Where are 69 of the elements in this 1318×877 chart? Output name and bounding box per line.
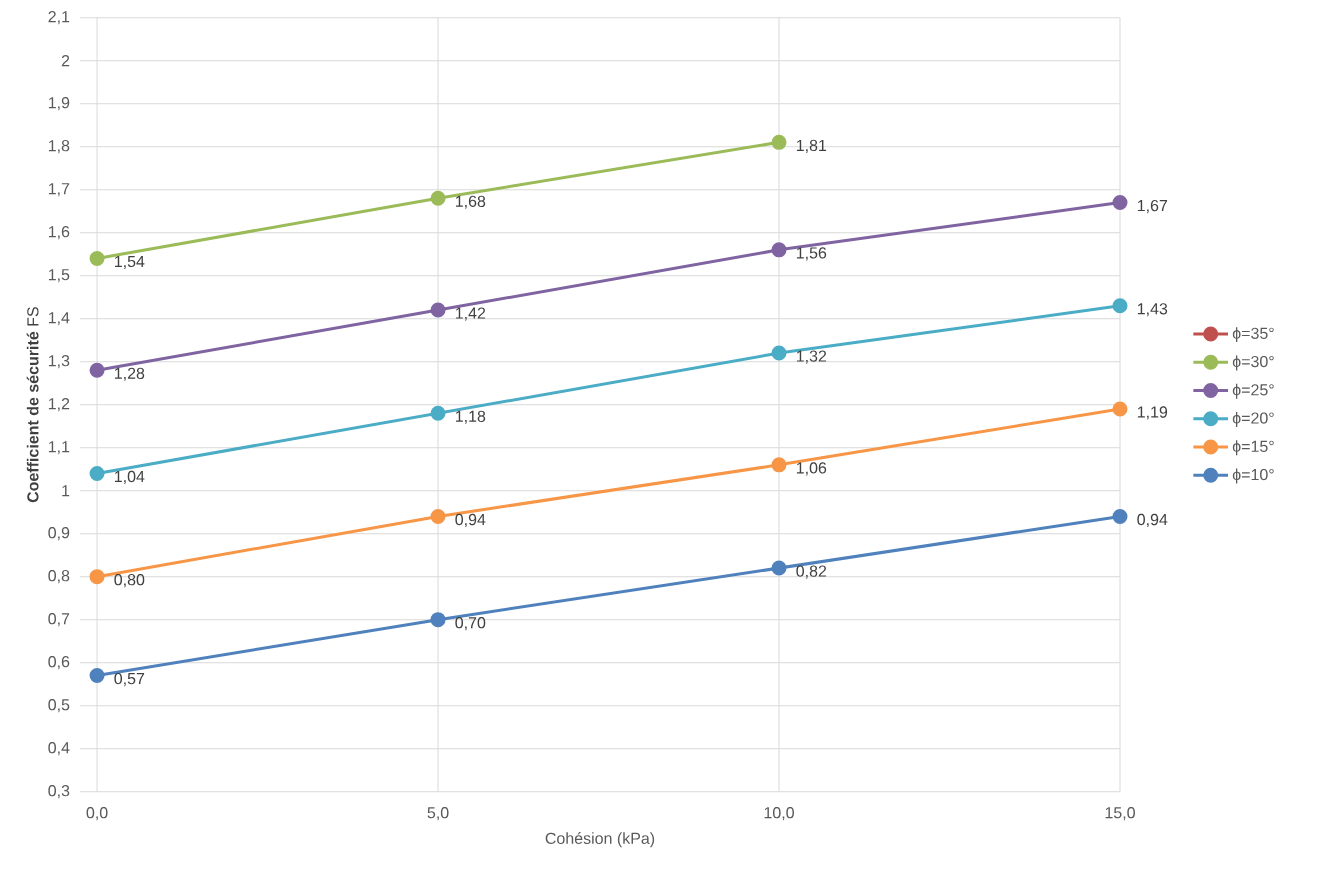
data-label: 1,81 xyxy=(796,139,827,153)
point xyxy=(771,345,787,361)
point xyxy=(89,668,105,684)
x-tick-label: 0,0 xyxy=(86,807,108,821)
data-label: 0,57 xyxy=(114,672,145,687)
data-label: 1,28 xyxy=(114,367,145,381)
y-tick-label: 2 xyxy=(61,55,70,67)
y-tick-label: 0,8 xyxy=(48,570,70,584)
data-label: 0,94 xyxy=(455,513,486,528)
y-axis-title: Coefficient de sécurité FS xyxy=(26,307,39,503)
data-label: 0,82 xyxy=(796,565,827,579)
data-label: 1,43 xyxy=(1137,303,1168,317)
data-label: 0,70 xyxy=(455,617,486,631)
y-tick-label: 0,5 xyxy=(48,699,70,713)
data-label: 1,54 xyxy=(114,255,145,269)
data-label: 1,56 xyxy=(796,247,827,261)
point xyxy=(89,465,105,481)
point xyxy=(1112,401,1128,417)
y-tick-label: 1,7 xyxy=(48,183,70,197)
data-label: 1,19 xyxy=(1137,406,1168,420)
data-label: 0,94 xyxy=(1137,513,1168,528)
legend-label: ϕ=20° xyxy=(1232,411,1274,427)
point xyxy=(89,569,105,585)
point xyxy=(430,612,446,628)
point xyxy=(89,362,105,378)
point xyxy=(1112,195,1128,211)
point xyxy=(771,560,787,576)
y-tick-label: 0,7 xyxy=(48,613,70,627)
point xyxy=(89,250,105,266)
y-tick-label: 1,9 xyxy=(48,97,70,111)
y-tick-label: 1 xyxy=(62,485,70,497)
data-label: 1,06 xyxy=(796,462,827,476)
y-tick-label: 1,5 xyxy=(48,269,70,283)
point xyxy=(1112,508,1128,524)
legend-label: ϕ=30° xyxy=(1232,355,1274,371)
legend-label: ϕ=10° xyxy=(1232,468,1274,484)
data-label: 1,68 xyxy=(455,195,486,209)
point xyxy=(771,134,787,150)
data-label: 1,18 xyxy=(455,410,486,424)
point xyxy=(771,457,787,473)
x-tick-label: 10,0 xyxy=(764,807,794,821)
x-tick-label: 5,0 xyxy=(427,807,449,821)
data-label: 1,04 xyxy=(114,470,145,485)
y-tick-label: 0,9 xyxy=(48,527,70,541)
y-tick-label: 1,2 xyxy=(48,398,70,412)
y-tick-label: 1,3 xyxy=(48,355,70,369)
point xyxy=(430,302,446,318)
point xyxy=(1112,298,1128,314)
point xyxy=(430,405,446,421)
data-label: 0,80 xyxy=(114,574,145,588)
legend-label: ϕ=35° xyxy=(1232,327,1274,343)
data-label: 1,32 xyxy=(796,350,827,364)
x-axis-title: Cohésion (kPa) xyxy=(545,832,655,848)
legend-label: ϕ=25° xyxy=(1232,383,1274,399)
y-tick-label: 1,8 xyxy=(48,140,70,154)
y-tick-label: 0,4 xyxy=(48,742,70,756)
data-label: 1,42 xyxy=(455,307,486,321)
legend-label: ϕ=15° xyxy=(1232,440,1274,456)
y-tick-label: 1,4 xyxy=(48,312,70,326)
y-tick-label: 1,6 xyxy=(48,226,70,240)
point xyxy=(771,242,787,258)
data-label: 1,67 xyxy=(1137,199,1168,214)
y-tick-label: 1,1 xyxy=(48,441,70,455)
y-tick-label: 2,1 xyxy=(48,11,70,25)
y-tick-label: 0,3 xyxy=(48,785,70,799)
point xyxy=(430,508,446,524)
y-tick-label: 0,6 xyxy=(48,656,70,670)
point xyxy=(430,190,446,206)
x-tick-label: 15,0 xyxy=(1105,807,1135,821)
